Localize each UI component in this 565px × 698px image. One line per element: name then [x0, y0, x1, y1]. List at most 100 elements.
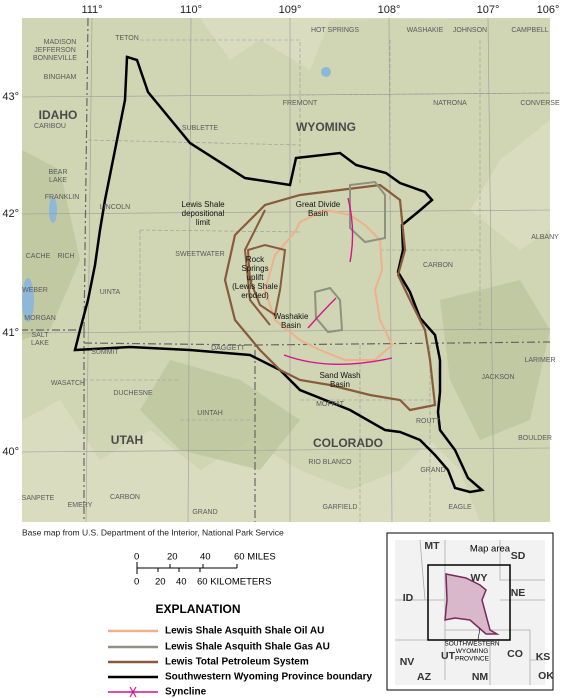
- longitude-label: 106°: [537, 4, 560, 16]
- place-label: SALT: [32, 332, 50, 339]
- inset-province-label: SOUTHWESTERN: [444, 641, 500, 648]
- latitude-label: 42°: [2, 208, 19, 220]
- inset-map-area: [427, 564, 511, 641]
- annotation: Sand Wash: [319, 371, 360, 380]
- place-label: LINCOLN: [100, 204, 130, 211]
- place-label: LAKE: [49, 177, 67, 184]
- annotation: Rock: [246, 255, 265, 264]
- inset-label: NM: [472, 671, 489, 683]
- mountain-shading: [22, 150, 550, 470]
- latitude-label: 40°: [2, 446, 19, 458]
- scale-label: 20: [155, 577, 166, 588]
- annotation: Washakie: [274, 312, 309, 321]
- annotation: Springs: [241, 264, 268, 273]
- uplift-outline: [246, 243, 287, 317]
- inset-label: SD: [511, 550, 526, 562]
- inset-label: UT: [441, 650, 456, 662]
- inset-label: MT: [424, 540, 440, 552]
- place-label: WEBER: [22, 287, 48, 294]
- place-label: UINTAH: [197, 410, 223, 417]
- oil-au-boundary: [263, 208, 394, 361]
- annotation: Great Divide: [296, 200, 341, 209]
- place-label: SANPETE: [22, 495, 55, 502]
- lake: [22, 278, 34, 322]
- place-label: JEFFERSON: [34, 47, 76, 54]
- place-label: JACKSON: [481, 374, 514, 381]
- place-label: CONVERSE: [520, 100, 560, 107]
- place-label: MORGAN: [24, 315, 56, 322]
- longitude-label: 109°: [279, 4, 302, 16]
- legend-label: Lewis Shale Asquith Shale Gas AU: [165, 642, 330, 653]
- place-label: WASHAKIE: [407, 27, 444, 34]
- place-label: CARBON: [423, 262, 453, 269]
- place-label: BONNEVILLE: [33, 55, 77, 62]
- place-label: LARIMER: [524, 357, 555, 364]
- inset-label: CO: [507, 648, 523, 660]
- lake: [321, 67, 331, 77]
- place-label: RICH: [57, 253, 74, 260]
- scale-label: 0: [134, 552, 139, 563]
- place-label: FRANKLIN: [45, 194, 80, 201]
- graticule: [21, 17, 551, 523]
- credit: Base map from U.S. Department of the Int…: [22, 527, 284, 537]
- total-petroleum-system: [223, 183, 437, 412]
- scale-label: 40: [200, 552, 211, 563]
- annotation: uplift: [247, 273, 265, 282]
- place-label: UINTA: [100, 289, 121, 296]
- place-label: GRAND: [420, 467, 445, 474]
- scale-bar: [136, 562, 238, 574]
- inset-province-label: PROVINCE: [455, 656, 490, 663]
- inset-province-label: WYOMING: [456, 648, 489, 655]
- place-label: DAGGETT: [211, 345, 246, 352]
- annotation: (Lewis Shale: [232, 282, 278, 291]
- place-label: FREMONT: [283, 100, 318, 107]
- place-label: BOULDER: [518, 435, 552, 442]
- lake: [49, 197, 57, 223]
- state-label: UTAH: [111, 433, 143, 447]
- scale-label: 20: [167, 552, 178, 563]
- state-label: WYOMING: [296, 120, 356, 134]
- legend-swatches: [108, 629, 158, 698]
- legend-label: Lewis Total Petroleum System: [165, 657, 309, 668]
- inset-label: KS: [536, 651, 551, 663]
- longitude-label: 111°: [81, 4, 102, 16]
- place-label: CARIBOU: [34, 123, 66, 130]
- inset-province: [444, 573, 500, 635]
- latitude-label: 43°: [2, 91, 19, 103]
- scale-label: 60 KILOMETERS: [197, 577, 271, 588]
- county-borders: [84, 39, 551, 522]
- inset-leader: [477, 627, 481, 641]
- place-label: SWEETWATER: [175, 251, 224, 258]
- inset-label: OK: [538, 670, 554, 682]
- place-label: CARBON: [110, 494, 140, 501]
- place-label: BINGHAM: [44, 74, 77, 81]
- place-label: ALBANY: [531, 234, 559, 241]
- place-label: DUCHESNE: [113, 390, 153, 397]
- depositional-limit: [243, 209, 271, 326]
- annotation: Basin: [308, 209, 328, 218]
- bottom-texts: Base map from U.S. Department of the Int…: [22, 527, 373, 697]
- legend-title: EXPLANATION: [155, 602, 240, 616]
- scale-label: 40: [176, 577, 187, 588]
- map-labels: 111° 110° 109° 108° 107° 106° 43° 42° 41° 40° IDAH…: [2, 4, 560, 516]
- longitude-label: 107°: [477, 4, 500, 16]
- place-label: CACHE: [26, 253, 51, 260]
- place-label: RIO BLANCO: [308, 459, 352, 466]
- inset-label: NV: [400, 656, 415, 668]
- place-label: GRAND: [192, 509, 217, 516]
- place-label: ROUTT: [416, 418, 441, 425]
- annotation: limit: [196, 218, 211, 227]
- place-label: HOT SPRINGS: [311, 27, 359, 34]
- inset-label: WY: [471, 572, 488, 584]
- place-label: CAMPBELL: [511, 27, 548, 34]
- annotation: Basin: [330, 380, 350, 389]
- place-label: LAKE: [31, 340, 49, 347]
- place-label: EAGLE: [448, 504, 472, 511]
- state-label: IDAHO: [39, 108, 78, 122]
- annotation: depositional: [182, 209, 225, 218]
- place-label: SUBLETTE: [182, 125, 219, 132]
- scale-label: 0: [134, 577, 139, 588]
- legend-label: Southwestern Wyoming Province boundary: [165, 672, 373, 683]
- place-label: SUMMIT: [91, 349, 119, 356]
